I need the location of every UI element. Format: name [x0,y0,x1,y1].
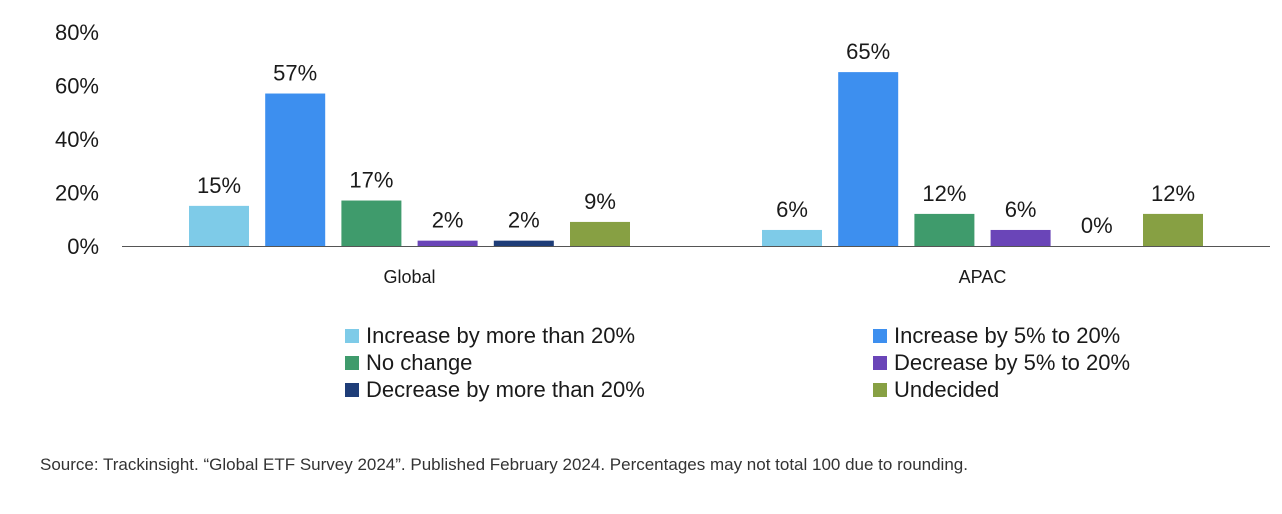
data-label: 6% [1005,197,1037,222]
bar [1143,213,1203,246]
category-label: APAC [959,267,1007,287]
legend-item: Decrease by more than 20% [345,376,645,403]
y-tick-label: 40% [55,127,99,152]
data-label: 2% [432,208,464,233]
bar [417,240,478,246]
y-tick-label: 20% [55,181,99,206]
data-label: 9% [584,189,616,214]
bar-chart: 0% 20% 40% 60% 80% 15% 57% 17% 2% 2% 9% Global 6% 65%… [55,20,1270,287]
bar [838,72,899,246]
bar [570,221,630,246]
legend-swatch [873,328,887,343]
legend-label: No change [366,349,473,375]
legend-label: Undecided [894,376,1000,402]
bar [189,205,249,246]
legend-swatch [345,355,359,370]
legend-swatch [345,328,359,343]
data-label: 57% [273,61,317,86]
legend-swatch [873,355,887,370]
legend-swatch [873,382,887,397]
data-label: 65% [846,39,890,64]
legend-item: No change [345,349,472,376]
legend: Increase by more than 20% Increase by 5% … [345,322,1245,406]
bar [914,213,975,246]
data-label: 0% [1081,213,1113,238]
legend-label: Decrease by more than 20% [366,376,645,402]
legend-label: Increase by more than 20% [366,322,636,348]
legend-item: Decrease by 5% to 20% [873,349,1130,376]
data-label: 17% [349,168,393,193]
bar [990,229,1051,246]
legend-swatch [345,382,359,397]
category-label: Global [383,267,435,287]
bar [762,229,822,246]
data-label: 2% [508,208,540,233]
y-tick-label: 80% [55,20,99,45]
legend-label: Decrease by 5% to 20% [894,349,1131,375]
data-label: 15% [197,173,241,198]
data-label: 12% [1151,181,1195,206]
legend-label: Increase by 5% to 20% [894,322,1121,348]
bar [265,93,326,247]
bar [493,240,554,246]
source-note: Source: Trackinsight. “Global ETF Survey… [40,455,968,474]
legend-item: Increase by 5% to 20% [873,322,1120,349]
y-tick-label: 0% [67,234,99,259]
legend-item: Undecided [873,376,999,403]
data-label: 12% [922,181,966,206]
y-tick-label: 60% [55,74,99,99]
data-label: 6% [776,197,808,222]
legend-item: Increase by more than 20% [345,322,635,349]
bar [341,200,402,246]
